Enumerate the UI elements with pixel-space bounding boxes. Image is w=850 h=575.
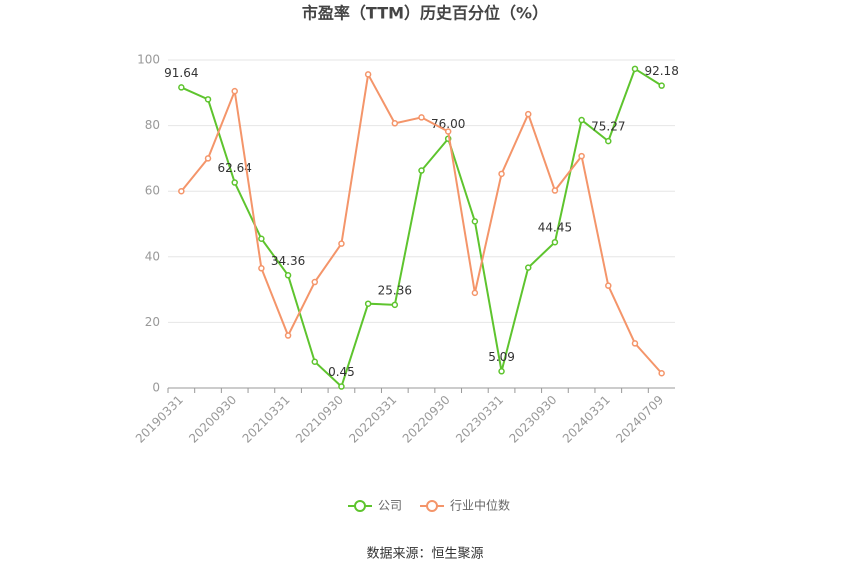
data-label: 0.45 (328, 365, 355, 379)
data-point (605, 282, 612, 289)
data-point (338, 240, 345, 247)
data-point (178, 84, 185, 91)
x-tick-label: 20240331 (560, 393, 613, 446)
data-point (551, 238, 559, 246)
data-point (418, 167, 425, 174)
x-tick-label: 20240709 (613, 393, 666, 446)
data-point (471, 218, 479, 225)
data-point (524, 110, 532, 118)
source: 数据来源：恒生聚源 (366, 547, 483, 562)
y-tick-label: 20 (145, 315, 160, 329)
data-label: 34.36 (271, 254, 305, 268)
data-point (311, 278, 319, 286)
data-point (391, 301, 399, 309)
x-tick-label: 20200930 (186, 393, 239, 446)
data-point (444, 128, 452, 135)
data-label: 62.64 (218, 161, 252, 175)
data-label: 91.64 (164, 66, 198, 80)
legend-label: 公司 (378, 499, 402, 513)
data-point (605, 137, 612, 145)
data-point (391, 120, 399, 127)
data-point (364, 71, 372, 78)
x-tick-label: 20220930 (400, 393, 453, 446)
data-point (471, 289, 479, 297)
legend-marker (354, 500, 366, 512)
data-label: 75.27 (591, 120, 625, 134)
data-label: 5.09 (488, 350, 515, 364)
y-tick-label: 60 (145, 184, 160, 198)
data-label: 25.36 (378, 283, 412, 297)
legend-label: 行业中位数 (450, 498, 510, 513)
data-point (364, 300, 372, 307)
data-point (658, 82, 665, 89)
y-tick-label: 100 (137, 53, 160, 67)
data-point (338, 383, 345, 390)
data-point (418, 114, 425, 121)
y-tick-label: 40 (145, 249, 160, 263)
x-tick-label: 20210930 (293, 393, 346, 446)
data-point (258, 265, 265, 272)
data-point (631, 65, 639, 73)
data-point (578, 152, 585, 160)
chart-title: 市盈率（TTM）历史百分位（%） (302, 4, 548, 23)
data-point (524, 264, 532, 271)
data-point (231, 87, 238, 95)
data-point (551, 187, 559, 194)
x-tick-label: 20220331 (346, 393, 399, 446)
data-label: 92.18 (644, 64, 678, 78)
data-point (284, 272, 292, 279)
data-point (204, 155, 212, 162)
data-point (631, 340, 639, 347)
data-label: 44.45 (538, 221, 572, 235)
data-point (498, 368, 505, 375)
data-point (658, 369, 665, 377)
y-tick-label: 0 (152, 381, 160, 395)
legend-marker (426, 500, 439, 512)
y-tick-label: 80 (145, 118, 160, 132)
x-tick-label: 20210331 (240, 393, 293, 446)
data-point (204, 96, 212, 103)
x-tick-label: 20230331 (453, 393, 506, 446)
data-point (258, 235, 265, 243)
data-point (498, 170, 505, 178)
data-point (178, 187, 185, 195)
data-point (284, 332, 292, 339)
data-point (311, 358, 319, 366)
data-point (578, 116, 585, 124)
x-tick-label: 20190331 (133, 393, 186, 446)
data-point (231, 179, 238, 186)
x-tick-label: 20230930 (506, 393, 559, 446)
